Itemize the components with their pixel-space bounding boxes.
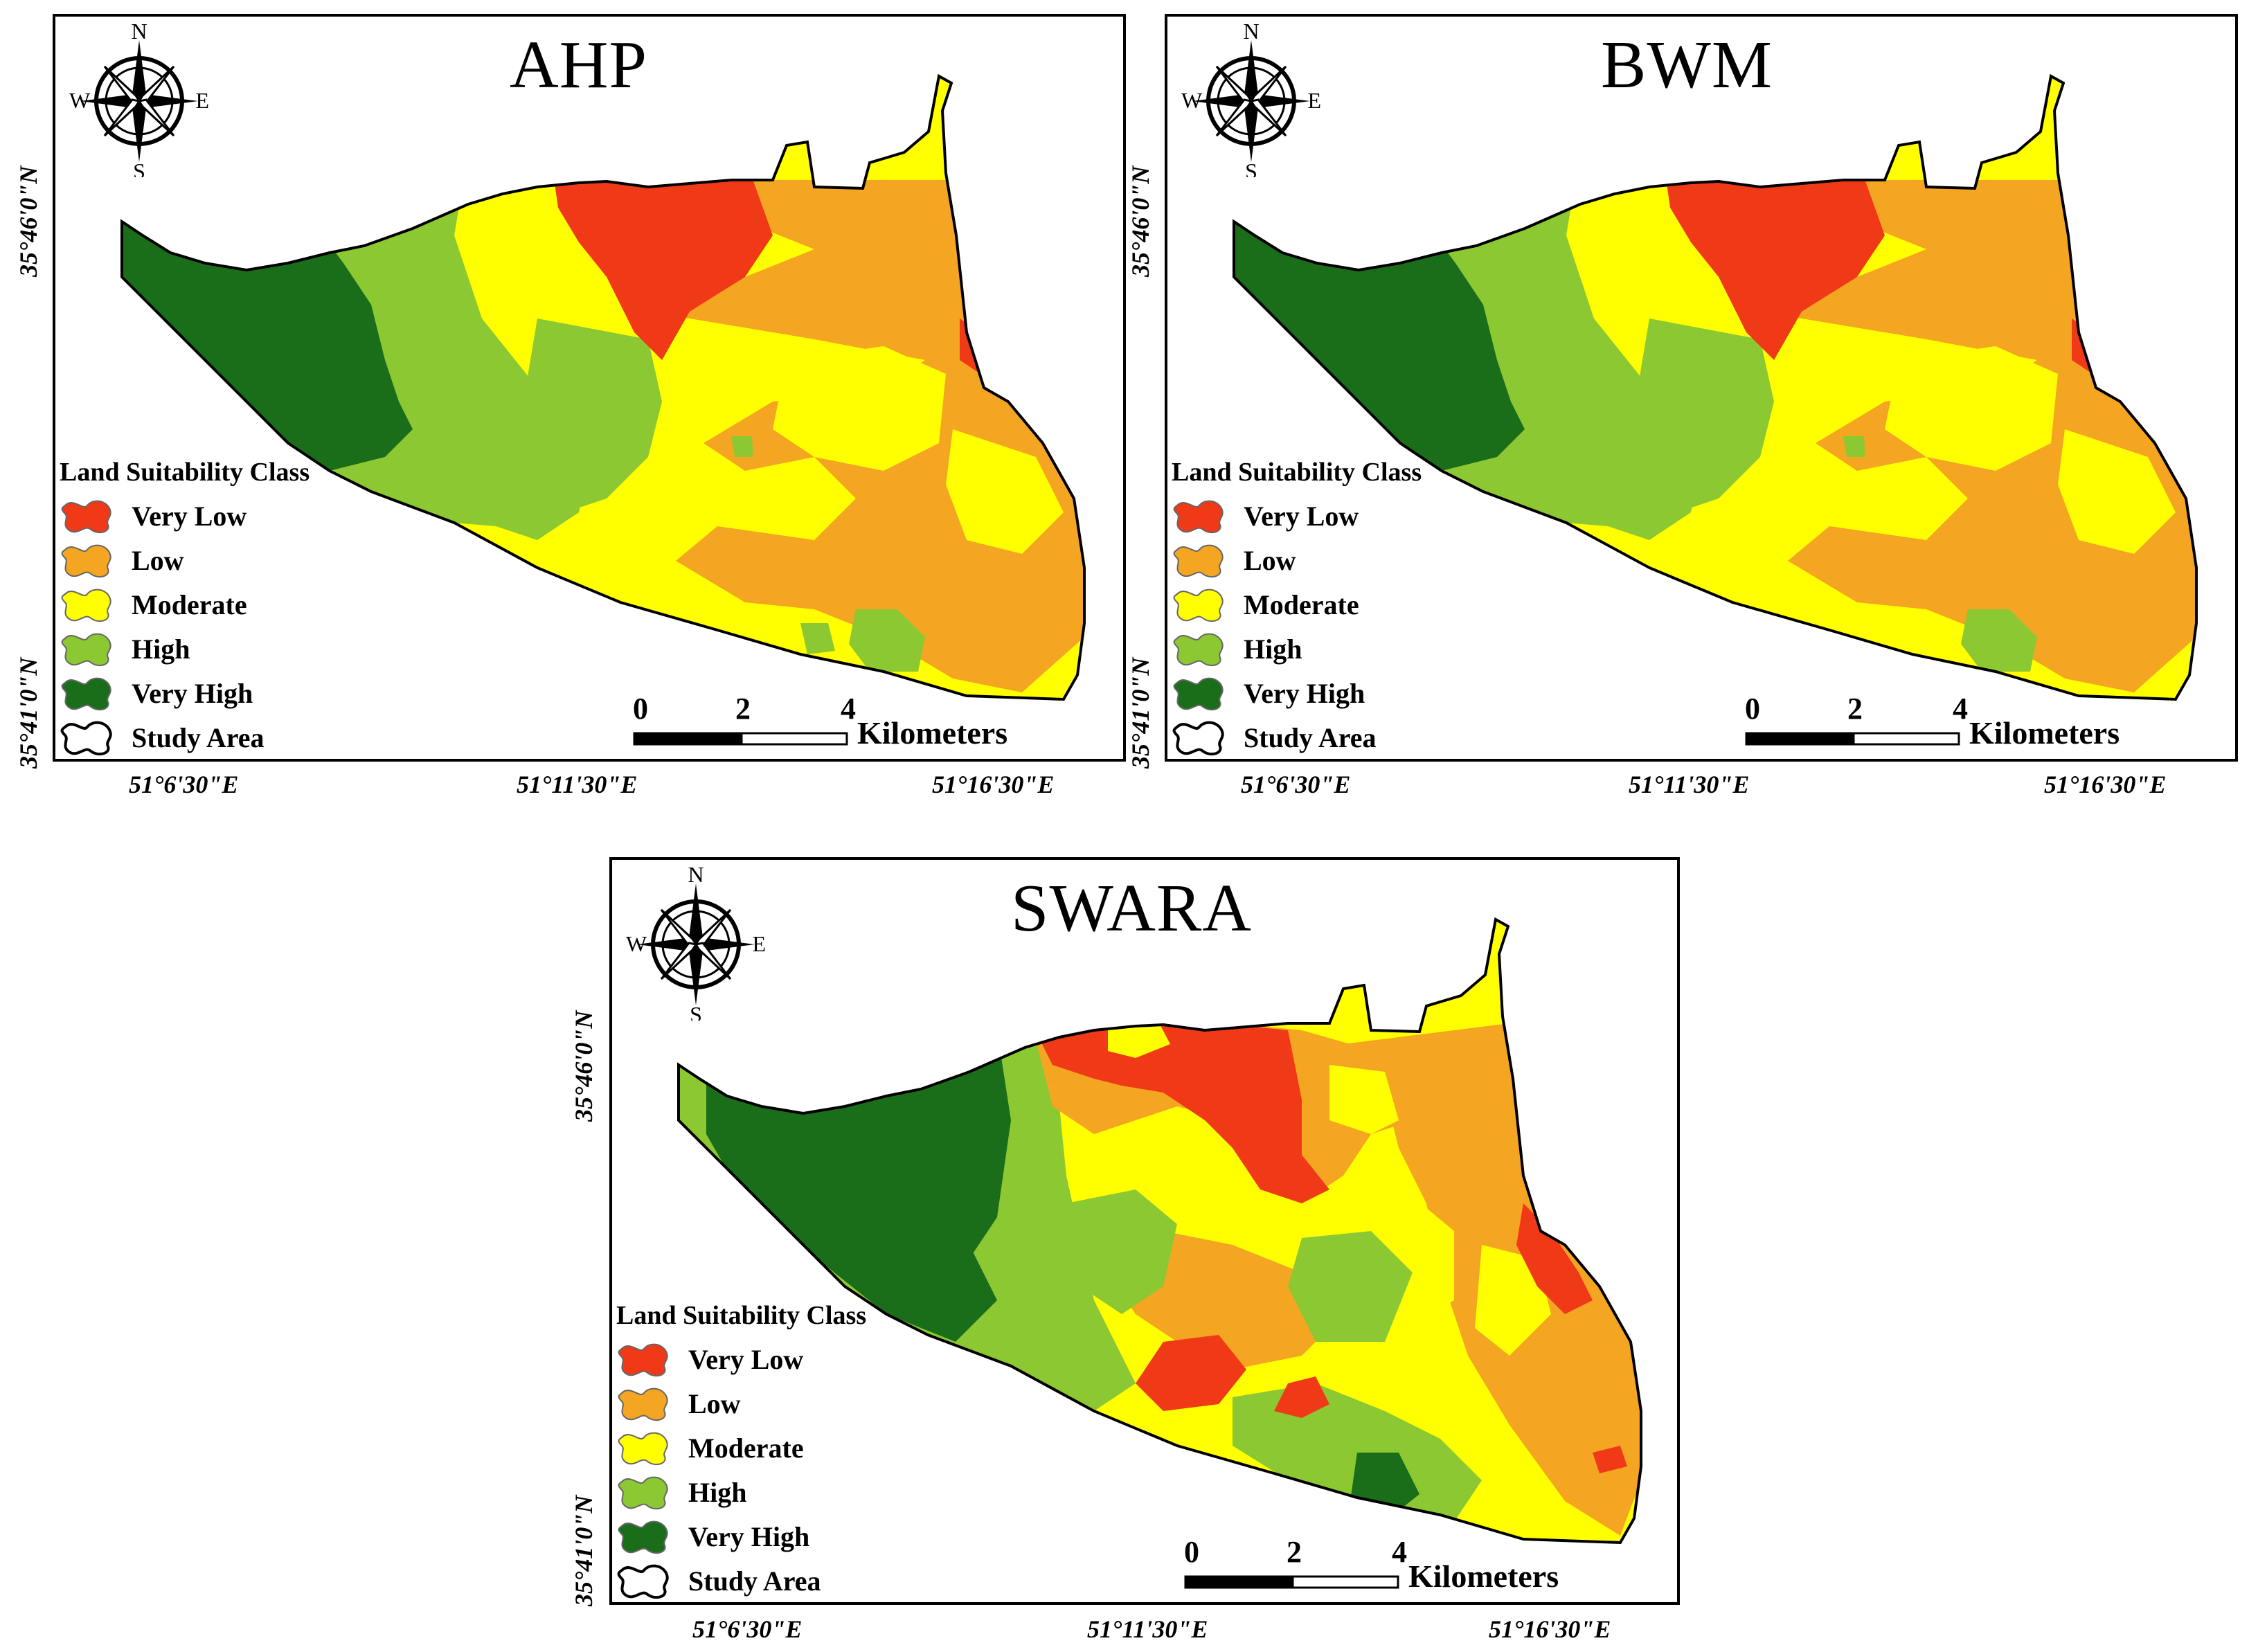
suitability-map-bwm: [1233, 73, 2198, 701]
compass-west: W: [1181, 88, 1203, 113]
blob-icon: [61, 500, 111, 534]
compass-rose-icon: N S W E: [66, 18, 212, 183]
scale-tick-2: 2: [1287, 1535, 1302, 1569]
blob-icon: [1173, 677, 1224, 711]
compass-south: S: [1245, 159, 1257, 177]
scale-tick-2: 2: [735, 692, 751, 726]
blob-icon: [618, 1476, 668, 1510]
blob-icon: [618, 1432, 668, 1466]
blob-icon: [60, 721, 112, 756]
compass-west: W: [626, 931, 647, 956]
scale-unit: Kilometers: [1969, 715, 2120, 751]
compass-east: E: [752, 931, 766, 956]
map-panel-ahp: AHP N S W E Land Suitability Class Very …: [53, 14, 1126, 762]
scale-tick-4: 4: [1953, 692, 1968, 726]
compass-north: N: [131, 19, 147, 44]
scale-tick-4: 4: [841, 692, 856, 726]
blob-icon: [1173, 500, 1224, 534]
blob-icon: [1172, 721, 1224, 756]
compass-west: W: [69, 88, 91, 113]
scale-unit: Kilometers: [1408, 1559, 1559, 1594]
panel-title: BWM: [1601, 28, 1773, 102]
scale-bar: 0 2 4 Kilometers: [633, 691, 1048, 760]
lon-label-right: 51°16'30"E: [2044, 771, 2167, 798]
legend-title: Land Suitability Class: [1172, 458, 1422, 487]
compass-east: E: [195, 88, 209, 113]
blob-icon: [1173, 589, 1224, 622]
legend: Land Suitability Class Very Low Low Mode…: [60, 457, 392, 762]
scale-tick-0: 0: [633, 692, 648, 726]
compass-north: N: [1243, 19, 1259, 44]
blob-icon: [617, 1564, 669, 1599]
lon-label-left: 51°6'30"E: [129, 771, 239, 798]
blob-icon: [618, 1520, 668, 1554]
lon-label-center: 51°11'30"E: [1087, 1615, 1208, 1643]
compass-rose-icon: N S W E: [623, 861, 769, 1027]
blob-icon: [61, 544, 111, 578]
legend-title: Land Suitability Class: [60, 458, 310, 487]
lon-label-center: 51°11'30"E: [517, 771, 638, 798]
map-panel-bwm: BWM N S W E Land Suitability Class Very …: [1165, 14, 2238, 762]
lat-label-top: 35°46'0"N: [570, 1010, 598, 1122]
lat-label-top: 35°46'0"N: [1127, 165, 1154, 277]
blob-icon: [618, 1388, 668, 1421]
lat-label-bottom: 35°41'0"N: [1127, 657, 1154, 769]
compass-south: S: [690, 1002, 702, 1021]
blob-icon: [1173, 544, 1224, 578]
suitability-map-ahp: [120, 73, 1086, 701]
blob-icon: [618, 1343, 668, 1377]
panel-title: SWARA: [1011, 871, 1253, 946]
scale-tick-2: 2: [1847, 692, 1863, 726]
compass-rose-icon: N S W E: [1179, 18, 1324, 183]
lon-label-left: 51°6'30"E: [1241, 771, 1351, 798]
lat-label-bottom: 35°41'0"N: [15, 657, 42, 769]
legend: Land Suitability Class Very Low Low Mode…: [1172, 457, 1504, 762]
lon-label-right: 51°16'30"E: [932, 771, 1055, 798]
scale-tick-4: 4: [1392, 1535, 1407, 1569]
blob-icon: [1173, 633, 1224, 667]
panel-title: AHP: [510, 28, 648, 102]
scale-bar-graphic: [1745, 732, 1960, 746]
compass-east: E: [1307, 88, 1321, 113]
blob-icon: [61, 677, 111, 711]
blob-icon: [61, 633, 111, 667]
scale-bar: 0 2 4 Kilometers: [1184, 1534, 1600, 1604]
blob-icon: [61, 589, 111, 622]
scale-unit: Kilometers: [857, 715, 1008, 751]
scale-bar-graphic: [1184, 1575, 1399, 1589]
lon-label-center: 51°11'30"E: [1629, 771, 1750, 798]
compass-south: S: [133, 159, 145, 177]
lat-label-bottom: 35°41'0"N: [570, 1495, 598, 1606]
scale-tick-0: 0: [1184, 1535, 1199, 1569]
scale-bar: 0 2 4 Kilometers: [1745, 691, 2160, 760]
lat-label-top: 35°46'0"N: [15, 165, 42, 277]
scale-tick-0: 0: [1745, 692, 1760, 726]
legend-title: Land Suitability Class: [616, 1301, 867, 1330]
lon-label-right: 51°16'30"E: [1489, 1615, 1611, 1643]
suitability-map-swara: [677, 917, 1642, 1545]
compass-north: N: [688, 862, 704, 887]
lon-label-left: 51°6'30"E: [692, 1615, 803, 1643]
legend: Land Suitability Class Very Low Low Mode…: [616, 1300, 949, 1605]
scale-bar-graphic: [633, 732, 848, 746]
map-panel-swara: SWARA N S W E Land Suitability Class Ver…: [609, 857, 1680, 1605]
